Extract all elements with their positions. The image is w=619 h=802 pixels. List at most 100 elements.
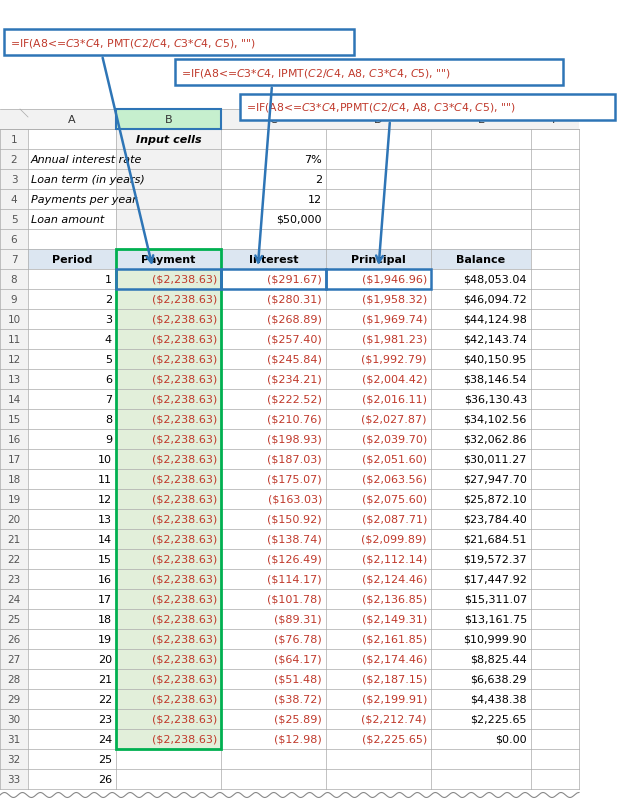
Bar	[116, 589, 221, 610]
Text: 17: 17	[98, 594, 112, 604]
Text: $48,053.04: $48,053.04	[464, 274, 527, 285]
Text: $19,572.37: $19,572.37	[464, 554, 527, 565]
Bar	[116, 610, 221, 630]
Text: 19: 19	[7, 494, 20, 504]
Text: 14: 14	[7, 395, 20, 404]
Text: ($2,136.85): ($2,136.85)	[362, 594, 427, 604]
Text: 33: 33	[7, 774, 20, 784]
Text: ($2,075.60): ($2,075.60)	[362, 494, 427, 504]
Text: 10: 10	[7, 314, 20, 325]
Text: ($2,238.63): ($2,238.63)	[152, 634, 217, 644]
Bar	[116, 130, 221, 150]
Text: ($1,981.23): ($1,981.23)	[361, 334, 427, 345]
Bar	[0, 110, 28, 130]
Text: ($2,238.63): ($2,238.63)	[152, 274, 217, 285]
Bar	[116, 170, 221, 190]
Bar	[116, 150, 221, 170]
Text: 9: 9	[11, 294, 17, 305]
Text: 18: 18	[7, 475, 20, 484]
Text: $10,999.90: $10,999.90	[464, 634, 527, 644]
Bar	[0, 130, 28, 789]
Bar	[531, 110, 579, 130]
Text: ($2,225.65): ($2,225.65)	[361, 734, 427, 744]
Bar	[116, 729, 221, 749]
Text: $44,124.98: $44,124.98	[463, 314, 527, 325]
Text: ($245.84): ($245.84)	[267, 354, 322, 365]
Bar	[28, 110, 116, 130]
Text: ($2,199.91): ($2,199.91)	[361, 695, 427, 704]
Text: $34,102.56: $34,102.56	[464, 415, 527, 424]
Text: ($280.31): ($280.31)	[267, 294, 322, 305]
Text: ($2,238.63): ($2,238.63)	[152, 614, 217, 624]
Text: ($2,238.63): ($2,238.63)	[152, 354, 217, 365]
Text: ($291.67): ($291.67)	[267, 274, 322, 285]
Text: ($2,238.63): ($2,238.63)	[152, 534, 217, 545]
Text: 3: 3	[105, 314, 112, 325]
Text: =IF(A8<=$C$3*$C$4, IPMT($C$2/$C$4, A8, $C$3*$C$4, $C$5), ""): =IF(A8<=$C$3*$C$4, IPMT($C$2/$C$4, A8, $…	[181, 67, 451, 79]
Bar	[28, 249, 116, 269]
Text: ($101.78): ($101.78)	[267, 594, 322, 604]
Text: ($1,958.32): ($1,958.32)	[361, 294, 427, 305]
Text: $30,011.27: $30,011.27	[464, 455, 527, 464]
Text: 5: 5	[105, 354, 112, 365]
Bar	[116, 370, 221, 390]
Text: ($234.21): ($234.21)	[267, 375, 322, 384]
Text: ($25.89): ($25.89)	[274, 714, 322, 724]
Bar	[240, 95, 615, 121]
Text: 24: 24	[98, 734, 112, 744]
Text: $42,143.74: $42,143.74	[463, 334, 527, 345]
Text: 30: 30	[7, 714, 20, 724]
Text: ($38.72): ($38.72)	[274, 695, 322, 704]
Text: Payments per year: Payments per year	[31, 195, 137, 205]
Bar	[116, 509, 221, 529]
Text: 27: 27	[7, 654, 20, 664]
Text: D: D	[374, 115, 383, 125]
Text: $15,311.07: $15,311.07	[464, 594, 527, 604]
Bar	[116, 410, 221, 429]
Text: ($2,238.63): ($2,238.63)	[152, 314, 217, 325]
Text: ($175.07): ($175.07)	[267, 475, 322, 484]
Text: $21,684.51: $21,684.51	[464, 534, 527, 545]
Text: ($2,238.63): ($2,238.63)	[152, 594, 217, 604]
Bar	[431, 110, 531, 130]
Text: $6,638.29: $6,638.29	[470, 674, 527, 684]
Text: Period: Period	[52, 255, 92, 265]
Text: ($126.49): ($126.49)	[267, 554, 322, 565]
Bar	[116, 390, 221, 410]
Text: E: E	[477, 115, 485, 125]
Text: ($2,238.63): ($2,238.63)	[152, 415, 217, 424]
Text: 8: 8	[11, 274, 17, 285]
Text: $46,094.72: $46,094.72	[463, 294, 527, 305]
Text: 26: 26	[98, 774, 112, 784]
Bar	[431, 249, 531, 269]
Text: $40,150.95: $40,150.95	[464, 354, 527, 365]
Text: 21: 21	[7, 534, 20, 545]
Text: 22: 22	[98, 695, 112, 704]
Text: ($2,124.46): ($2,124.46)	[361, 574, 427, 585]
Text: 29: 29	[7, 695, 20, 704]
Text: 7: 7	[105, 395, 112, 404]
Text: $27,947.70: $27,947.70	[463, 475, 527, 484]
Text: ($2,016.11): ($2,016.11)	[362, 395, 427, 404]
Text: 8: 8	[105, 415, 112, 424]
Text: ($76.78): ($76.78)	[274, 634, 322, 644]
Text: 24: 24	[7, 594, 20, 604]
Text: 15: 15	[7, 415, 20, 424]
Bar	[116, 269, 221, 290]
Text: 3: 3	[11, 175, 17, 184]
Bar	[221, 110, 326, 130]
Text: ($2,238.63): ($2,238.63)	[152, 714, 217, 724]
Text: 5: 5	[11, 215, 17, 225]
Text: B: B	[165, 115, 172, 125]
Bar	[221, 249, 326, 269]
Text: 19: 19	[98, 634, 112, 644]
Text: ($2,238.63): ($2,238.63)	[152, 695, 217, 704]
Bar	[116, 649, 221, 669]
Text: 25: 25	[98, 754, 112, 764]
Text: ($2,238.63): ($2,238.63)	[152, 294, 217, 305]
Text: 7: 7	[11, 255, 17, 265]
Bar	[116, 549, 221, 569]
Text: ($2,004.42): ($2,004.42)	[361, 375, 427, 384]
Text: 12: 12	[308, 195, 322, 205]
Bar	[116, 110, 221, 130]
